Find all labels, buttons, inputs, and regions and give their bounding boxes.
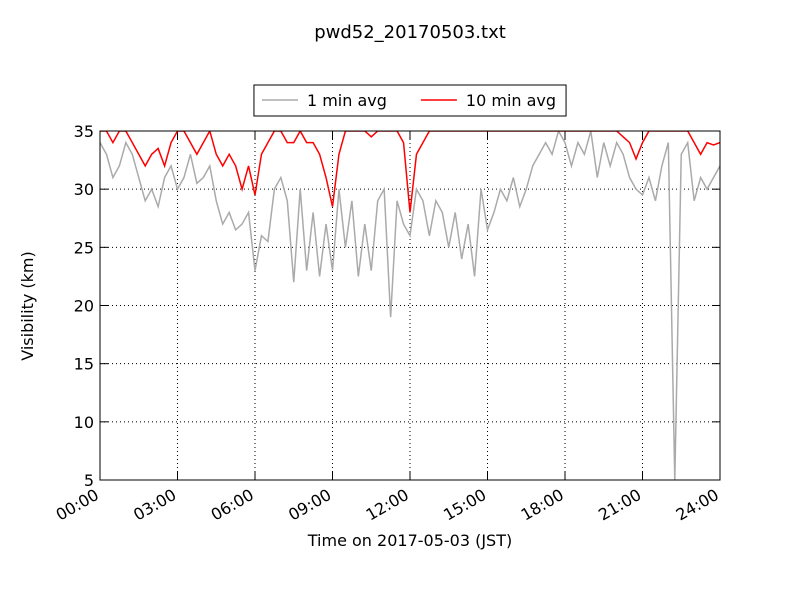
y-tick-label: 15 bbox=[74, 355, 94, 374]
y-tick-label: 25 bbox=[74, 238, 94, 257]
legend-box bbox=[253, 84, 567, 117]
chart-title: pwd52_20170503.txt bbox=[314, 22, 506, 43]
y-tick-label: 5 bbox=[84, 471, 94, 490]
y-tick-label: 10 bbox=[74, 413, 94, 432]
legend-label: 1 min avg bbox=[307, 91, 387, 110]
legend-label: 10 min avg bbox=[466, 91, 556, 110]
data-line bbox=[100, 131, 720, 480]
y-tick-label: 20 bbox=[74, 297, 94, 316]
plot-frame bbox=[99, 130, 721, 481]
legend: 1 min avg 10 min avg bbox=[253, 84, 567, 117]
data-line bbox=[100, 131, 720, 213]
x-axis-label: Time on 2017-05-03 (JST) bbox=[307, 531, 512, 550]
y-tick-label: 35 bbox=[74, 122, 94, 141]
y-axis-label: Visibility (km) bbox=[18, 251, 37, 360]
plot-area bbox=[99, 130, 721, 481]
y-tick-label: 30 bbox=[74, 180, 94, 199]
